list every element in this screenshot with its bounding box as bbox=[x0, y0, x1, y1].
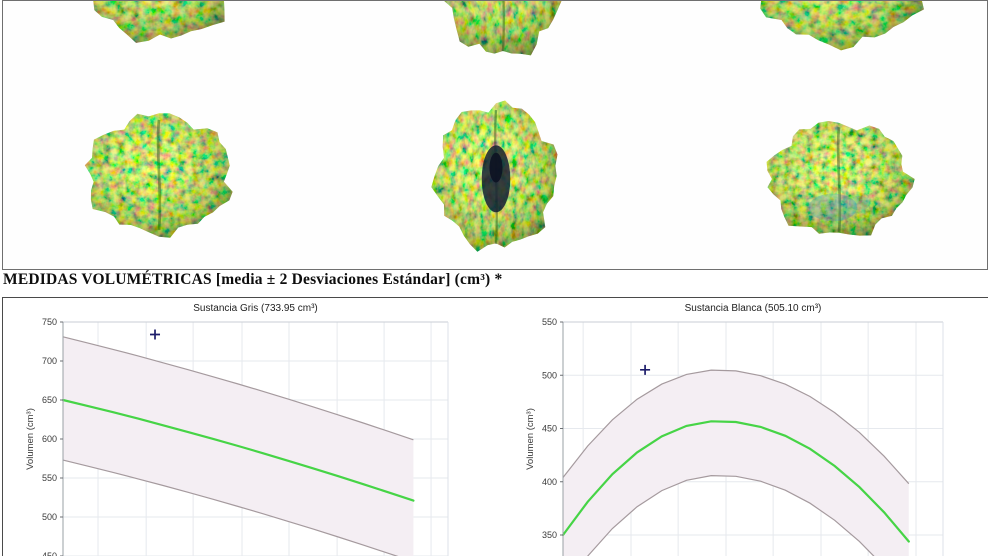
svg-text:Sustancia Blanca (505.10 cm³): Sustancia Blanca (505.10 cm³) bbox=[685, 303, 822, 314]
svg-text:350: 350 bbox=[542, 530, 557, 540]
svg-text:500: 500 bbox=[42, 512, 57, 522]
svg-text:650: 650 bbox=[42, 395, 57, 405]
brain-inferior-bottom-middle bbox=[431, 97, 561, 255]
brain-lateral-top-left bbox=[76, 1, 244, 46]
brain-superior-top-middle bbox=[437, 1, 569, 63]
svg-text:700: 700 bbox=[42, 356, 57, 366]
svg-text:450: 450 bbox=[542, 424, 557, 434]
chart-sustancia-gris: 450 500 550 600 650 700 750 Sustancia Gris (733… bbox=[3, 298, 503, 556]
svg-text:450: 450 bbox=[42, 551, 57, 556]
svg-text:Sustancia Gris (733.95 cm³): Sustancia Gris (733.95 cm³) bbox=[193, 303, 318, 314]
brain-occipital-bottom-right bbox=[763, 117, 915, 241]
svg-text:750: 750 bbox=[42, 317, 57, 327]
svg-text:550: 550 bbox=[42, 473, 57, 483]
svg-text:Volumen (cm³): Volumen (cm³) bbox=[525, 408, 536, 470]
svg-text:550: 550 bbox=[542, 317, 557, 327]
chart-sustancia-blanca: 350 400 450 500 550 Sustancia Blanca (505.10 … bbox=[510, 298, 988, 556]
svg-text:400: 400 bbox=[542, 477, 557, 487]
brain-render-panel bbox=[2, 0, 988, 270]
brain-frontal-bottom-left bbox=[81, 109, 237, 239]
svg-text:Volumen (cm³): Volumen (cm³) bbox=[25, 408, 36, 470]
section-heading: MEDIDAS VOLUMÉTRICAS [media ± 2 Desviaci… bbox=[3, 271, 503, 288]
svg-text:600: 600 bbox=[42, 434, 57, 444]
brain-lateral-top-right bbox=[751, 1, 931, 51]
svg-text:500: 500 bbox=[542, 370, 557, 380]
